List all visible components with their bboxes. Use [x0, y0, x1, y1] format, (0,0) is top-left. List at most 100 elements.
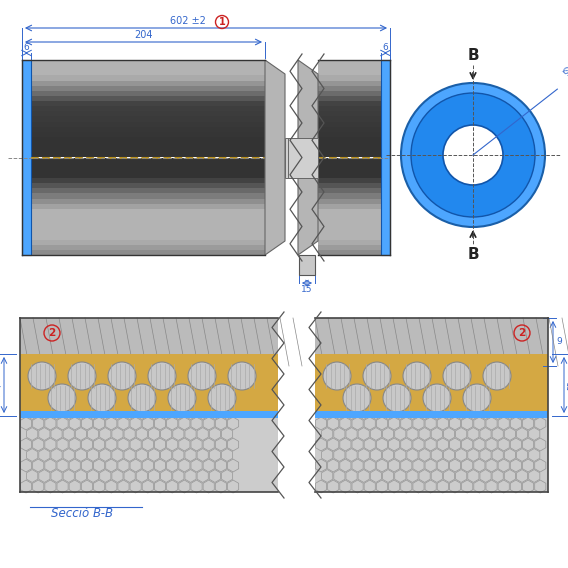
Bar	[20, 411, 278, 418]
Bar	[31, 229, 265, 235]
Circle shape	[208, 384, 236, 412]
Bar	[31, 122, 265, 127]
Bar	[318, 116, 381, 122]
Bar	[31, 76, 265, 81]
Bar	[318, 122, 381, 127]
Bar	[31, 96, 265, 101]
Text: 2: 2	[519, 328, 525, 338]
Bar	[31, 168, 265, 173]
Text: 9: 9	[556, 337, 562, 346]
Bar	[20, 354, 278, 416]
Bar	[31, 173, 265, 178]
Text: 6: 6	[24, 43, 30, 52]
Text: 602 ±2: 602 ±2	[170, 16, 206, 26]
Bar	[318, 178, 381, 183]
Bar	[318, 60, 381, 65]
Text: Ø145: Ø145	[559, 65, 568, 87]
Circle shape	[401, 83, 545, 227]
Bar	[31, 142, 265, 147]
Bar	[318, 240, 381, 245]
Bar	[31, 209, 265, 214]
Bar	[31, 147, 265, 152]
Circle shape	[343, 384, 371, 412]
Text: 2: 2	[48, 328, 56, 338]
Text: Secció B-B: Secció B-B	[51, 507, 113, 520]
Bar	[318, 147, 381, 152]
Bar	[31, 240, 265, 245]
Circle shape	[28, 362, 56, 390]
Circle shape	[323, 362, 351, 390]
Circle shape	[148, 362, 176, 390]
Circle shape	[443, 125, 503, 185]
Bar	[31, 199, 265, 204]
Bar	[31, 60, 265, 65]
Bar	[31, 245, 265, 250]
Bar	[318, 245, 381, 250]
Bar	[381, 60, 390, 255]
Circle shape	[363, 362, 391, 390]
Bar	[318, 183, 381, 188]
Bar	[31, 250, 265, 255]
Bar	[315, 366, 548, 492]
Bar	[315, 318, 548, 366]
Text: 204: 204	[134, 30, 153, 40]
Circle shape	[188, 362, 216, 390]
Bar	[31, 214, 265, 219]
Circle shape	[228, 362, 256, 390]
Text: B: B	[467, 48, 479, 63]
Bar	[299, 255, 315, 275]
Bar	[315, 354, 548, 416]
Bar	[318, 173, 381, 178]
Bar	[31, 65, 265, 70]
Bar	[318, 168, 381, 173]
Bar	[318, 250, 381, 255]
Circle shape	[443, 362, 471, 390]
Bar	[318, 157, 381, 162]
Bar	[315, 411, 548, 418]
Bar	[318, 76, 381, 81]
Bar	[318, 204, 381, 209]
Bar	[318, 199, 381, 204]
Text: Ø0,55: Ø0,55	[0, 374, 2, 396]
Bar	[318, 81, 381, 86]
Circle shape	[403, 362, 431, 390]
Circle shape	[483, 362, 511, 390]
Bar	[31, 178, 265, 183]
Circle shape	[68, 362, 96, 390]
Text: 55: 55	[567, 380, 568, 390]
Bar	[31, 137, 265, 142]
Bar	[31, 162, 265, 168]
Bar	[31, 132, 265, 137]
Bar	[318, 229, 381, 235]
Bar	[31, 235, 265, 240]
Polygon shape	[265, 60, 285, 255]
Circle shape	[128, 384, 156, 412]
Text: 1: 1	[219, 17, 225, 27]
Bar	[31, 101, 265, 106]
Polygon shape	[288, 137, 318, 177]
Bar	[31, 152, 265, 157]
Bar	[318, 219, 381, 224]
Bar	[318, 127, 381, 132]
Bar	[31, 188, 265, 194]
Circle shape	[463, 384, 491, 412]
Circle shape	[108, 362, 136, 390]
Circle shape	[168, 384, 196, 412]
Text: 15: 15	[301, 285, 313, 294]
Bar	[318, 209, 381, 214]
Bar	[31, 204, 265, 209]
Bar	[31, 91, 265, 96]
Bar	[31, 127, 265, 132]
Bar	[318, 106, 381, 111]
Circle shape	[423, 384, 451, 412]
Bar	[31, 116, 265, 122]
Bar	[318, 224, 381, 229]
Bar	[318, 162, 381, 168]
Bar	[31, 70, 265, 76]
Bar	[318, 65, 381, 70]
Polygon shape	[285, 137, 295, 177]
Bar	[318, 142, 381, 147]
Polygon shape	[298, 60, 318, 255]
Text: 6: 6	[383, 43, 389, 52]
Bar	[318, 101, 381, 106]
